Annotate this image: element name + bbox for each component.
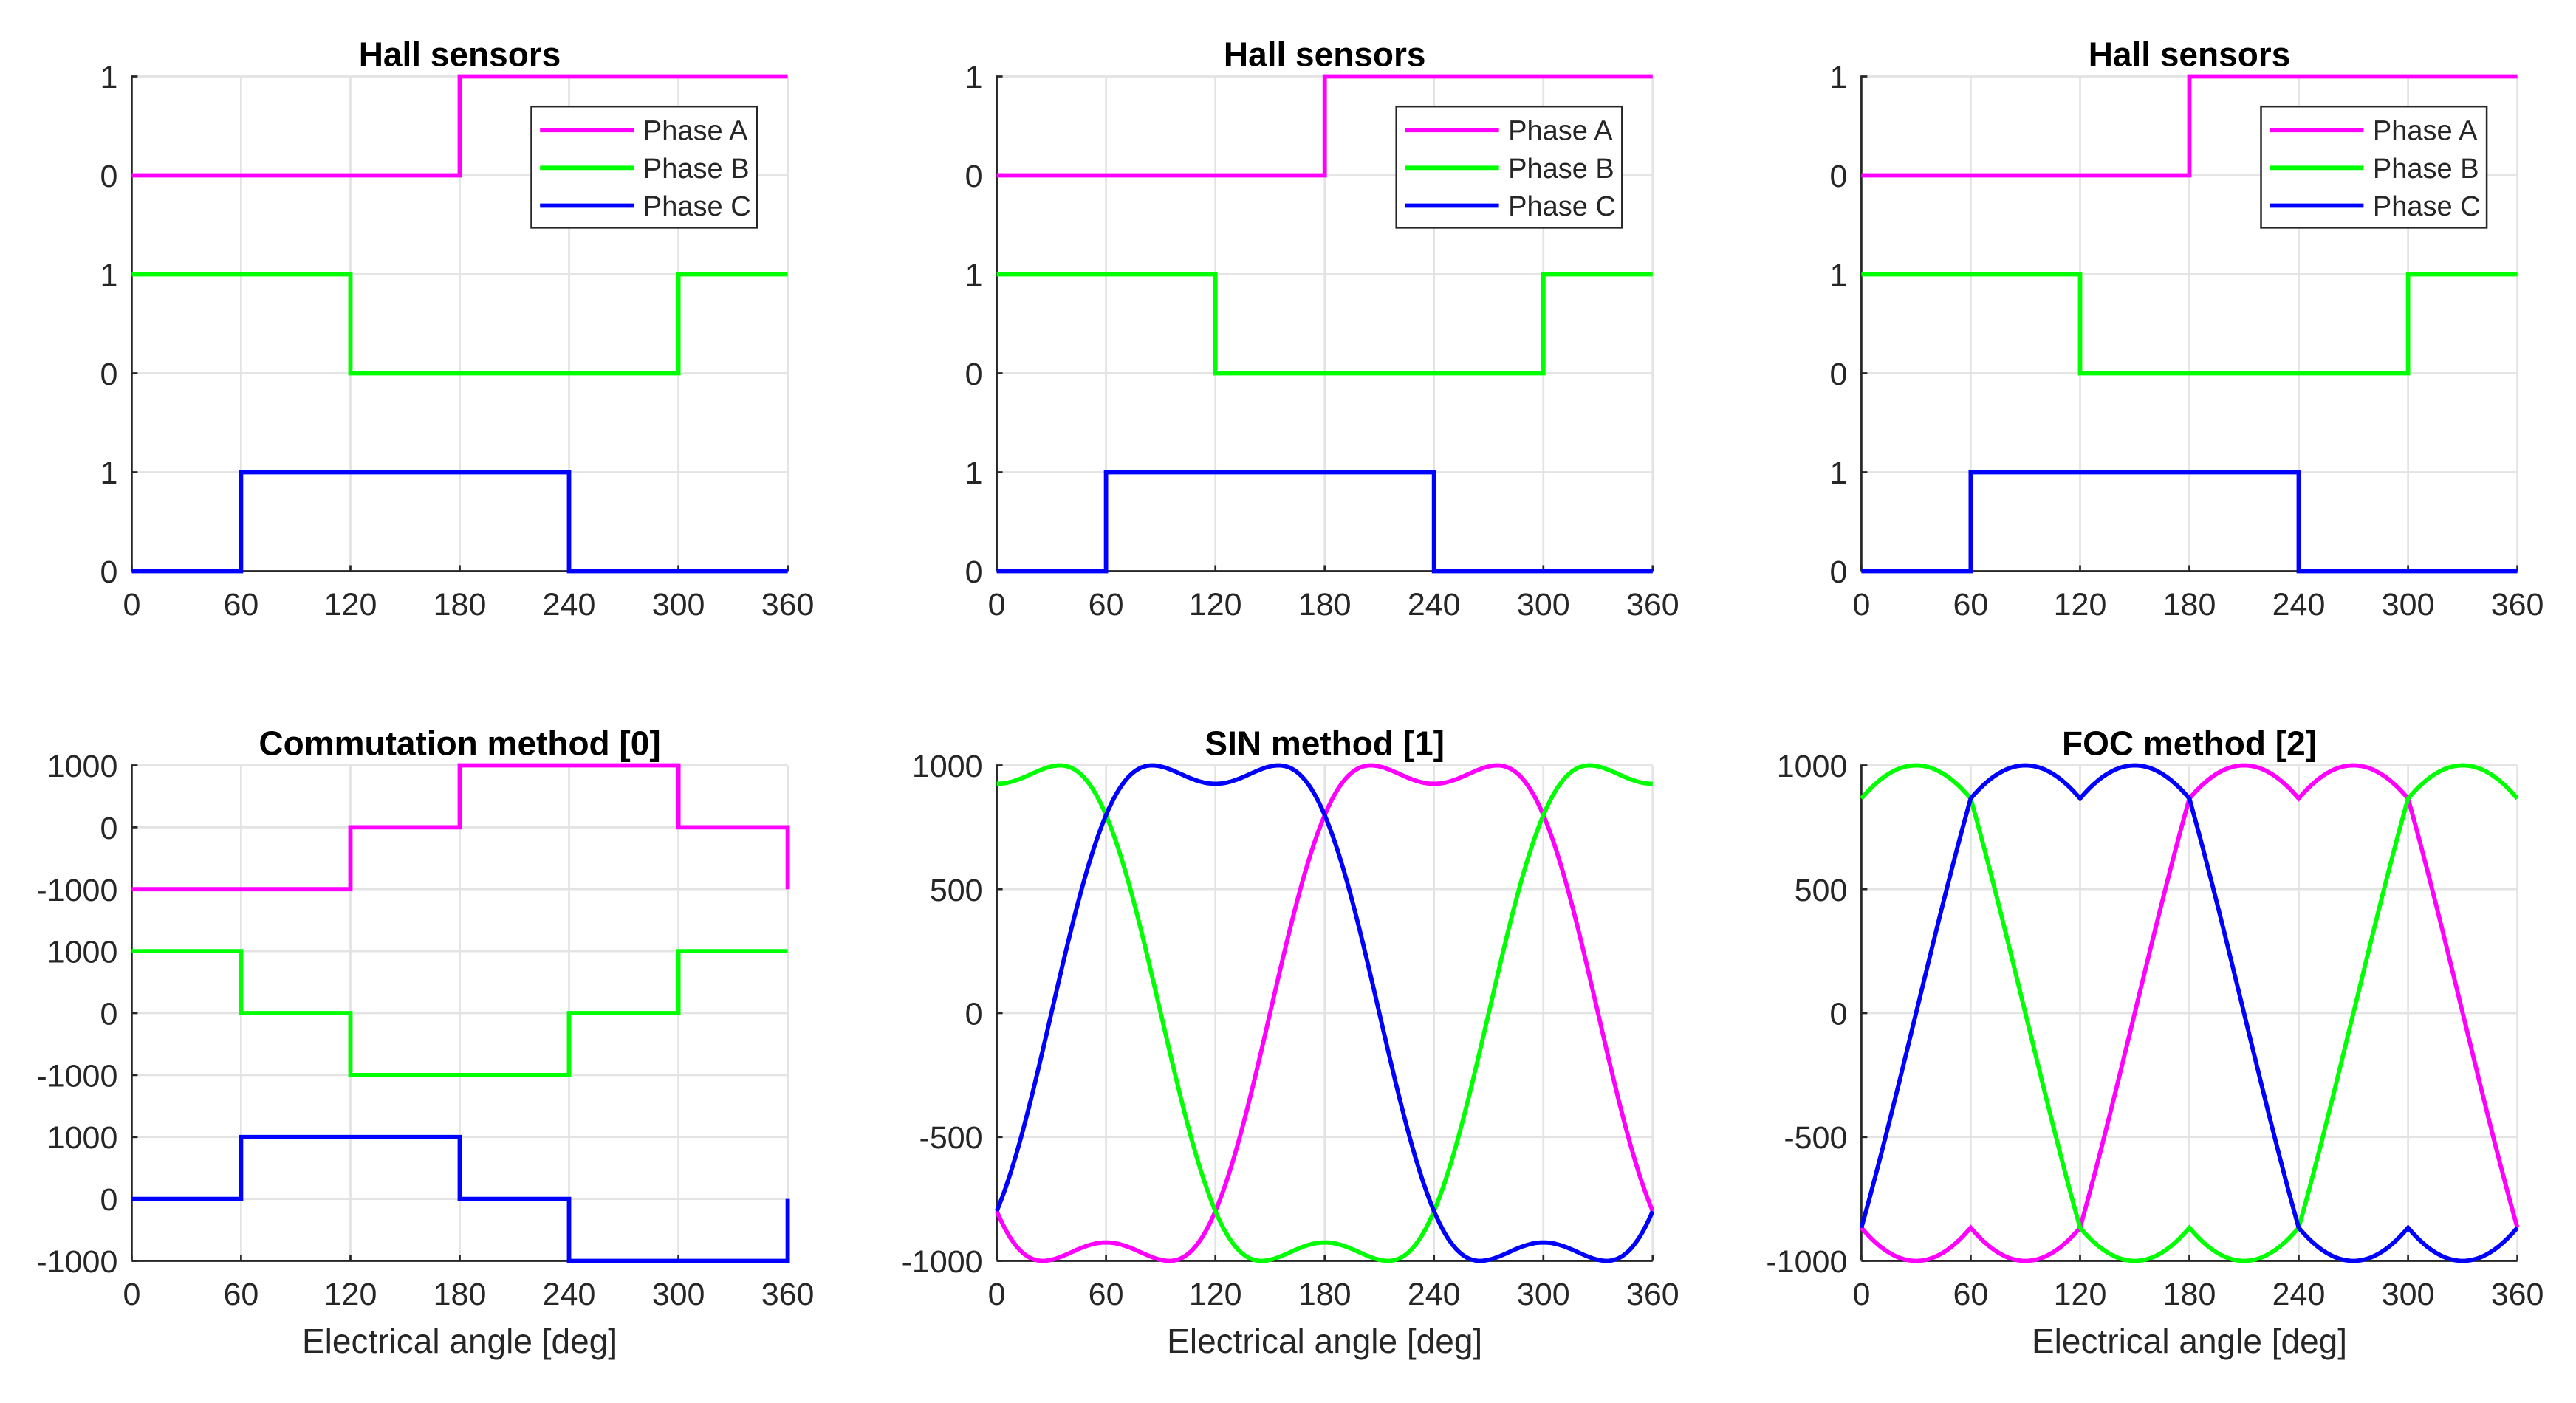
svg-text:240: 240 (543, 587, 596, 622)
svg-text:240: 240 (2272, 1277, 2326, 1312)
svg-text:240: 240 (1408, 1277, 1461, 1312)
svg-text:Phase A: Phase A (2373, 116, 2478, 147)
svg-text:0: 0 (1852, 1277, 1870, 1312)
svg-text:120: 120 (1189, 587, 1242, 622)
svg-text:0: 0 (123, 1277, 140, 1312)
svg-text:360: 360 (761, 587, 815, 622)
svg-text:0: 0 (965, 159, 983, 194)
svg-text:0: 0 (965, 997, 983, 1032)
svg-text:0: 0 (100, 1182, 117, 1218)
svg-text:Phase C: Phase C (2373, 191, 2481, 222)
svg-text:-500: -500 (919, 1120, 983, 1156)
svg-text:0: 0 (1829, 159, 1847, 194)
svg-text:0: 0 (100, 357, 117, 392)
svg-text:-1000: -1000 (1766, 1244, 1847, 1280)
svg-text:1000: 1000 (47, 749, 118, 784)
svg-text:1: 1 (100, 60, 117, 95)
svg-text:0: 0 (965, 555, 983, 590)
svg-text:360: 360 (1626, 587, 1679, 622)
svg-text:60: 60 (1953, 587, 1988, 622)
svg-text:Phase B: Phase B (643, 154, 750, 185)
svg-text:360: 360 (2491, 587, 2544, 622)
svg-text:Electrical angle [deg]: Electrical angle [deg] (302, 1322, 617, 1360)
svg-text:360: 360 (761, 1277, 815, 1312)
svg-text:-1000: -1000 (36, 1058, 117, 1094)
svg-text:1: 1 (1829, 60, 1847, 95)
svg-text:60: 60 (1089, 1277, 1124, 1312)
svg-text:1000: 1000 (1777, 749, 1848, 784)
svg-text:300: 300 (652, 1277, 705, 1312)
svg-text:Hall sensors: Hall sensors (359, 35, 561, 74)
svg-text:-1000: -1000 (902, 1244, 983, 1280)
svg-text:1: 1 (965, 60, 983, 95)
svg-text:60: 60 (223, 587, 258, 622)
svg-text:1: 1 (1829, 456, 1847, 491)
svg-text:Phase B: Phase B (1508, 154, 1614, 185)
svg-text:0: 0 (988, 587, 1006, 622)
svg-text:0: 0 (100, 997, 117, 1032)
svg-text:0: 0 (988, 1277, 1006, 1312)
svg-text:Phase C: Phase C (1508, 191, 1616, 222)
svg-text:60: 60 (1089, 587, 1124, 622)
svg-text:1000: 1000 (47, 1120, 118, 1156)
svg-text:240: 240 (2272, 587, 2326, 622)
svg-text:0: 0 (965, 357, 983, 392)
svg-text:180: 180 (2163, 587, 2216, 622)
svg-text:0: 0 (100, 159, 117, 194)
svg-text:Phase A: Phase A (643, 116, 748, 147)
svg-text:120: 120 (324, 1277, 377, 1312)
svg-text:0: 0 (1829, 555, 1847, 590)
svg-text:180: 180 (2163, 1277, 2216, 1312)
svg-text:240: 240 (1408, 587, 1461, 622)
svg-text:120: 120 (324, 587, 377, 622)
svg-text:0: 0 (1852, 587, 1870, 622)
svg-text:300: 300 (2382, 587, 2435, 622)
svg-text:60: 60 (223, 1277, 258, 1312)
svg-text:-1000: -1000 (36, 873, 117, 908)
svg-text:Phase C: Phase C (643, 191, 751, 222)
svg-text:500: 500 (930, 873, 983, 908)
svg-text:FOC method [2]: FOC method [2] (2062, 724, 2317, 763)
svg-text:Hall sensors: Hall sensors (1224, 35, 1426, 74)
svg-text:0: 0 (123, 587, 140, 622)
svg-text:Hall sensors: Hall sensors (2089, 35, 2291, 74)
svg-text:-1000: -1000 (36, 1244, 117, 1280)
svg-text:180: 180 (434, 1277, 487, 1312)
svg-text:300: 300 (1517, 587, 1570, 622)
svg-text:120: 120 (2054, 587, 2107, 622)
svg-text:0: 0 (100, 555, 117, 590)
svg-text:300: 300 (1517, 1277, 1570, 1312)
svg-text:0: 0 (1829, 997, 1847, 1032)
svg-text:SIN method [1]: SIN method [1] (1205, 724, 1445, 763)
svg-text:300: 300 (2382, 1277, 2435, 1312)
svg-text:180: 180 (1298, 1277, 1352, 1312)
svg-text:1000: 1000 (47, 935, 118, 970)
svg-text:1: 1 (965, 456, 983, 491)
svg-text:120: 120 (1189, 1277, 1242, 1312)
svg-text:Electrical angle [deg]: Electrical angle [deg] (1167, 1322, 1482, 1360)
svg-text:500: 500 (1795, 873, 1848, 908)
svg-text:60: 60 (1953, 1277, 1988, 1312)
svg-text:1: 1 (100, 456, 117, 491)
svg-text:240: 240 (543, 1277, 596, 1312)
svg-text:-500: -500 (1784, 1120, 1847, 1156)
svg-text:1: 1 (1829, 258, 1847, 293)
svg-text:Phase B: Phase B (2373, 154, 2479, 185)
svg-text:0: 0 (100, 811, 117, 846)
svg-text:1: 1 (100, 258, 117, 293)
svg-text:Electrical angle [deg]: Electrical angle [deg] (2032, 1322, 2347, 1360)
svg-text:360: 360 (1626, 1277, 1679, 1312)
svg-text:Commutation method [0]: Commutation method [0] (258, 724, 660, 763)
svg-text:0: 0 (1829, 357, 1847, 392)
svg-text:300: 300 (652, 587, 705, 622)
svg-text:180: 180 (1298, 587, 1352, 622)
svg-text:Phase A: Phase A (1508, 116, 1613, 147)
svg-text:1: 1 (965, 258, 983, 293)
svg-text:180: 180 (434, 587, 487, 622)
svg-text:120: 120 (2054, 1277, 2107, 1312)
svg-text:360: 360 (2491, 1277, 2544, 1312)
svg-text:1000: 1000 (912, 749, 983, 784)
